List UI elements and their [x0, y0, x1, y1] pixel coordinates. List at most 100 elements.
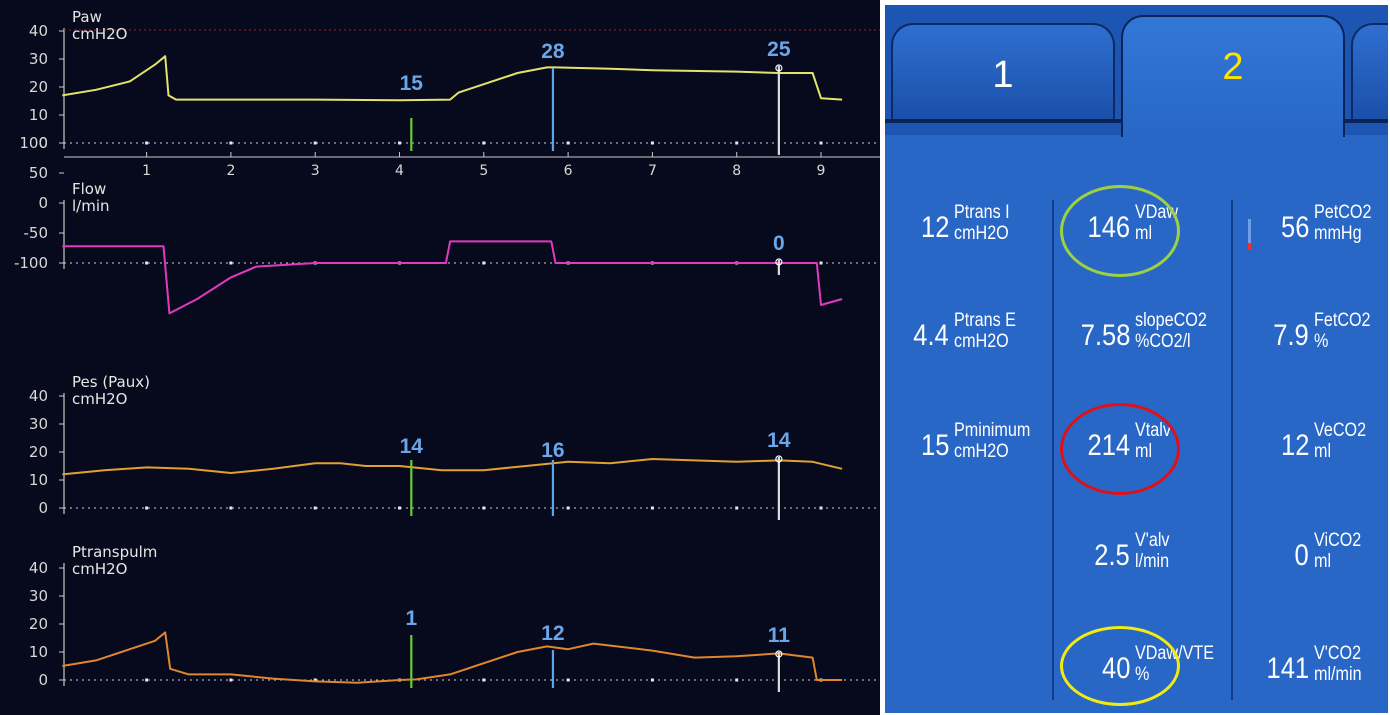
grid-dot: [482, 678, 486, 682]
grid-dot: [313, 506, 317, 510]
highlight-ring: [1060, 626, 1180, 706]
y-tick-label: 40: [29, 22, 48, 40]
highlight-ring: [1060, 185, 1180, 277]
cursor-handle: [775, 455, 783, 463]
parameter-veco2: 12 VeCO2 ml: [885, 5, 1388, 713]
waveform-name: Pes (Paux): [72, 373, 150, 391]
waveform-unit: cmH2O: [72, 390, 128, 408]
parameter-label: VeCO2: [1314, 420, 1367, 441]
cursor-handle: [775, 258, 783, 266]
grid-dot: [145, 506, 149, 510]
parameter-value: 56: [1280, 211, 1309, 244]
time-tick-label: 7: [648, 163, 657, 179]
parameter-petco2: 56 PetCO2 mmHg: [885, 5, 1388, 713]
grid-dot: [145, 141, 149, 145]
grid-dot: [482, 141, 486, 145]
marker-value: 14: [400, 435, 424, 458]
y-tick-label: 20: [29, 78, 48, 96]
grid-dot: [819, 506, 823, 510]
parameter-unit: ml/min: [1314, 664, 1362, 685]
y-tick-label: -100: [14, 254, 48, 272]
y-tick-label: 50: [29, 164, 48, 182]
grid-dot: [482, 506, 486, 510]
grid-dot: [819, 261, 823, 265]
y-tick-label: 0: [38, 671, 48, 689]
y-tick-label: 10: [29, 106, 48, 124]
grid-dot: [735, 506, 739, 510]
ptp-trace: [62, 631, 843, 684]
grid-dot: [482, 261, 486, 265]
parameter-unit: %: [1314, 331, 1329, 352]
grid-dot: [650, 141, 654, 145]
cursor-handle: [775, 64, 783, 72]
parameter-label: ViCO2: [1314, 530, 1362, 551]
y-tick-label: 30: [29, 50, 48, 68]
grid-dot: [650, 678, 654, 682]
column-divider: [1052, 200, 1054, 700]
y-tick-label: 100: [19, 134, 48, 152]
y-tick-label: 20: [29, 615, 48, 633]
grid-dot: [566, 506, 570, 510]
cursor-handle: [775, 650, 783, 658]
waveform-name: Ptranspulm: [72, 543, 157, 561]
parameter-value: 2.5: [1094, 539, 1130, 572]
pes-trace: [62, 458, 843, 476]
grid-dot: [398, 141, 402, 145]
grid-dot: [229, 261, 233, 265]
parameter-label: Pminimum: [954, 420, 1031, 441]
time-tick-label: 4: [395, 163, 404, 179]
parameter-pminimum: 15 Pminimum cmH2O: [885, 5, 1388, 713]
parameter-value: 7.9: [1273, 319, 1309, 352]
marker-value: 11: [768, 624, 791, 647]
y-tick-label: 0: [38, 499, 48, 517]
y-tick-label: 10: [29, 471, 48, 489]
y-tick-label: 0: [38, 134, 48, 152]
tab-3[interactable]: [1351, 23, 1388, 121]
grid-dot: [819, 141, 823, 145]
time-tick-label: 8: [732, 163, 741, 179]
column-divider: [1231, 200, 1233, 700]
y-tick-label: 0: [38, 194, 48, 212]
tab-2[interactable]: 2: [1121, 15, 1345, 137]
grid-dot: [145, 261, 149, 265]
time-tick-label: 5: [479, 163, 488, 179]
y-tick-label: 30: [29, 415, 48, 433]
parameter-label: PetCO2: [1314, 202, 1372, 223]
parameter-label: V'CO2: [1314, 643, 1362, 664]
parameter-value: 12: [1280, 429, 1309, 462]
parameter-v-alv: 2.5 V'alv l/min: [885, 5, 1388, 713]
parameter-unit: l/min: [1135, 551, 1170, 572]
marker-value: 1: [405, 607, 417, 630]
paw-trace: [62, 55, 843, 102]
tab-1[interactable]: 1: [891, 23, 1115, 121]
parameter-value: 4.4: [913, 319, 949, 352]
y-tick-label: 10: [29, 643, 48, 661]
parameter-unit: ml: [1314, 551, 1332, 572]
grid-dot: [398, 506, 402, 510]
parameter-value: 0: [1294, 539, 1309, 572]
parameter-label: Ptrans I: [954, 202, 1010, 223]
waveform-name: Paw: [72, 8, 102, 26]
time-tick-label: 9: [817, 163, 826, 179]
parameter-unit: cmH2O: [954, 331, 1009, 352]
marker-value: 16: [541, 439, 564, 462]
tab-strip: 1 2: [885, 5, 1388, 137]
grid-dot: [735, 141, 739, 145]
marker-value: 25: [767, 38, 791, 61]
grid-dot: [229, 506, 233, 510]
grid-dot: [229, 141, 233, 145]
grid-dot: [650, 506, 654, 510]
parameter-unit: cmH2O: [954, 223, 1009, 244]
grid-dot: [145, 678, 149, 682]
waveform-unit: l/min: [72, 197, 110, 215]
parameter-value: 15: [920, 429, 949, 462]
marker-value: 15: [400, 72, 424, 95]
parameter-value: 7.58: [1080, 319, 1130, 352]
y-tick-label: 30: [29, 587, 48, 605]
time-tick-label: 3: [311, 163, 320, 179]
y-tick-label: 40: [29, 559, 48, 577]
parameter-label: slopeCO2: [1135, 310, 1207, 331]
